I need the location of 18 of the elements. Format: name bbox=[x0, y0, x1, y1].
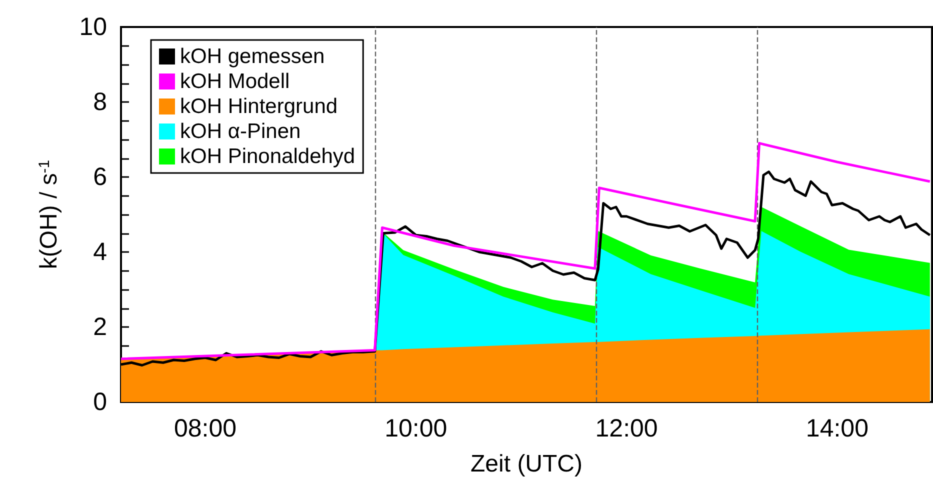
y-axis-title: k(OH) / s-1 bbox=[36, 160, 62, 270]
line-series bbox=[120, 142, 932, 360]
legend-label: kOH α-Pinen bbox=[180, 120, 301, 143]
y-tick-label: 10 bbox=[79, 13, 107, 41]
x-tick-label: 14:00 bbox=[806, 414, 868, 442]
y-tick-label: 2 bbox=[93, 313, 107, 341]
y-tick-label: 4 bbox=[93, 238, 108, 266]
x-tick-label: 08:00 bbox=[174, 414, 237, 442]
x-tick-label: 10:00 bbox=[384, 414, 448, 442]
legend-label: kOH Pinonaldehyd bbox=[180, 145, 356, 168]
y-tick-label: 8 bbox=[93, 88, 107, 116]
x-tick-label: 12:00 bbox=[595, 414, 658, 442]
legend-label: kOH Hintergrund bbox=[180, 95, 338, 118]
y-tick-label: 6 bbox=[93, 163, 107, 191]
legend-label: kOH Modell bbox=[180, 70, 290, 93]
x-axis-title: Zeit (UTC) bbox=[470, 450, 582, 478]
y-tick-label: 0 bbox=[93, 388, 107, 416]
legend-label: kOH gemessen bbox=[180, 45, 325, 68]
